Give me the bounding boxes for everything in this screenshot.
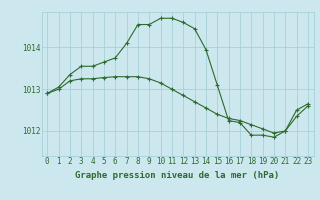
X-axis label: Graphe pression niveau de la mer (hPa): Graphe pression niveau de la mer (hPa) [76,171,280,180]
